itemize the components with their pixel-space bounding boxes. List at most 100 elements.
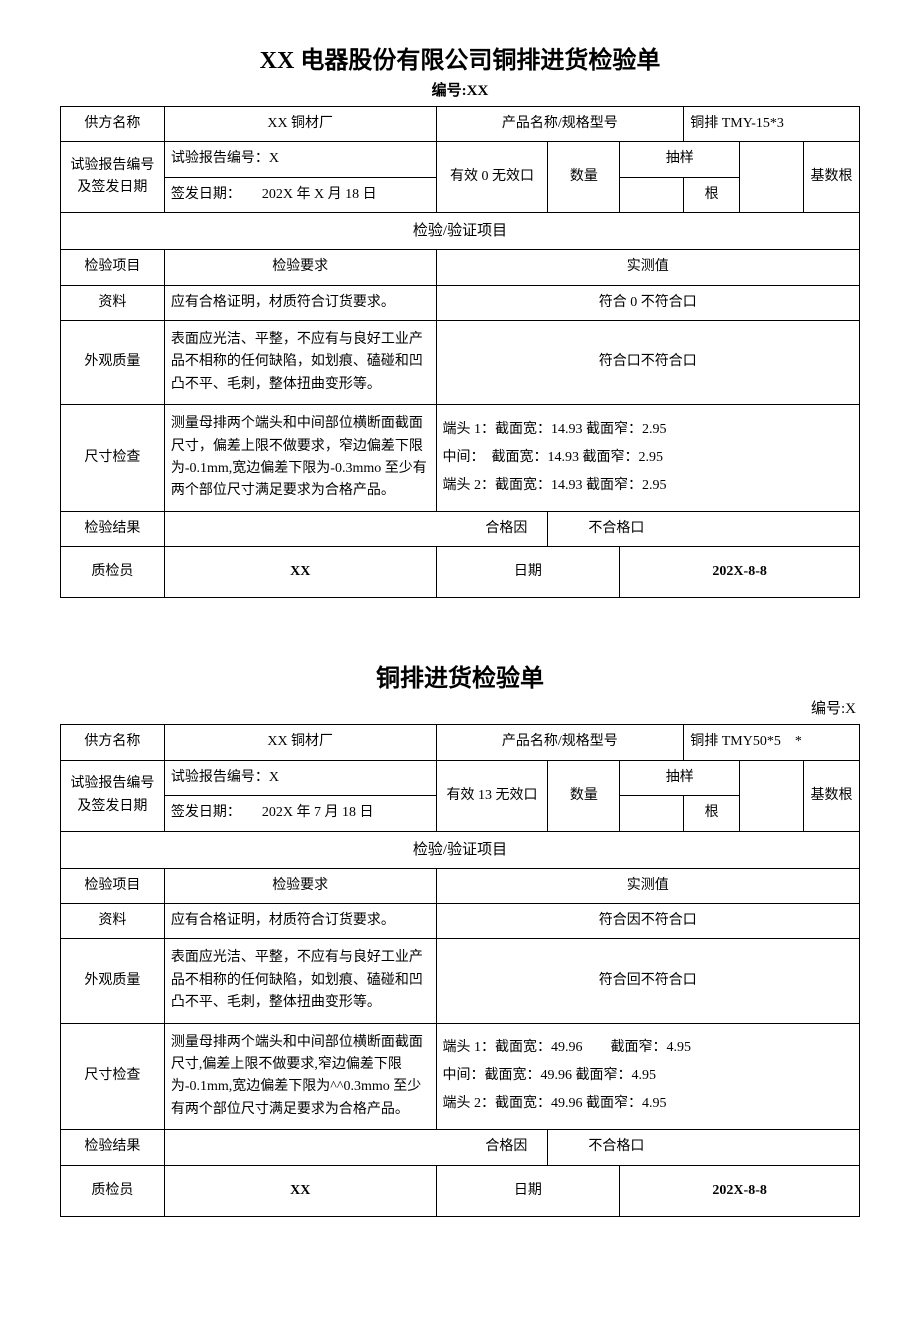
appearance-req: 表面应光洁、平整，不应有与良好工业产品不相称的任何缺陷，如划痕、磕碰和凹凸不平、…	[164, 939, 436, 1023]
dim-m2: 中间： 截面宽：14.93 截面窄：2.95	[443, 444, 853, 472]
section-header: 检验/验证项目	[61, 213, 860, 250]
table-row: 质检员 XX 日期 202X-8-8	[61, 547, 860, 598]
supplier-value: XX 铜材厂	[164, 725, 436, 760]
result-pass: 合格因	[164, 1130, 548, 1165]
form1-table: 供方名称 XX 铜材厂 产品名称/规格型号 铜排 TMY-15*3 试验报告编号…	[60, 106, 860, 598]
dimension-item: 尺寸检查	[61, 1023, 165, 1130]
supplier-label: 供方名称	[61, 107, 165, 142]
dimension-measurements: 端头 1：截面宽：14.93 截面窄：2.95 中间： 截面宽：14.93 截面…	[436, 405, 859, 512]
table-row: 检验项目 检验要求 实测值	[61, 250, 860, 285]
appearance-result: 符合回不符合口	[436, 939, 859, 1023]
docs-item: 资料	[61, 904, 165, 939]
supplier-value: XX 铜材厂	[164, 107, 436, 142]
report-number: 试验报告编号：X	[164, 142, 436, 177]
dim-m3: 端头 2：截面宽：14.93 截面窄：2.95	[443, 472, 853, 500]
report-label: 试验报告编号及签发日期	[61, 760, 165, 831]
supplier-label: 供方名称	[61, 725, 165, 760]
product-value: 铜排 TMY-15*3	[684, 107, 860, 142]
table-row: 检验结果 合格因 不合格口	[61, 1130, 860, 1165]
table-row: 检验/验证项目	[61, 213, 860, 250]
inspector-label: 质检员	[61, 547, 165, 598]
result-pass: 合格因	[164, 511, 548, 546]
inspector-value: XX	[164, 547, 436, 598]
qty-label: 数量	[548, 760, 620, 831]
dim-m1: 端头 1：截面宽：14.93 截面窄：2.95	[443, 416, 853, 444]
table-row: 外观质量 表面应光洁、平整，不应有与良好工业产品不相称的任何缺陷，如划痕、磕碰和…	[61, 939, 860, 1023]
date-label: 日期	[436, 547, 620, 598]
date-label: 日期	[436, 1165, 620, 1216]
product-label: 产品名称/规格型号	[436, 725, 684, 760]
section-header: 检验/验证项目	[61, 831, 860, 868]
table-row: 检验结果 合格因 不合格口	[61, 511, 860, 546]
sample-blank	[740, 142, 804, 213]
table-row: 试验报告编号及签发日期 试验报告编号：X 有效 13 无效口 数量 抽样 基数根	[61, 760, 860, 795]
appearance-req: 表面应光洁、平整，不应有与良好工业产品不相称的任何缺陷，如划痕、磕碰和凹凸不平、…	[164, 320, 436, 404]
table-row: 质检员 XX 日期 202X-8-8	[61, 1165, 860, 1216]
table-row: 外观质量 表面应光洁、平整，不应有与良好工业产品不相称的任何缺陷，如划痕、磕碰和…	[61, 320, 860, 404]
report-label: 试验报告编号及签发日期	[61, 142, 165, 213]
report-number: 试验报告编号：X	[164, 760, 436, 795]
form2-doc-number: 编号:X	[60, 697, 860, 718]
table-row: 尺寸检查 测量母排两个端头和中间部位横断面截面尺寸，偏差上限不做要求，窄边偏差下…	[61, 405, 860, 512]
sample-unit: 根	[684, 177, 740, 212]
table-row: 供方名称 XX 铜材厂 产品名称/规格型号 铜排 TMY-15*3	[61, 107, 860, 142]
docs-req: 应有合格证明，材质符合订货要求。	[164, 904, 436, 939]
inspection-form-1: XX 电器股份有限公司铜排进货检验单 编号:XX 供方名称 XX 铜材厂 产品名…	[60, 40, 860, 598]
qty-label: 数量	[548, 142, 620, 213]
col-measured: 实测值	[436, 868, 859, 903]
col-item: 检验项目	[61, 868, 165, 903]
result-label: 检验结果	[61, 1130, 165, 1165]
form2-table: 供方名称 XX 铜材厂 产品名称/规格型号 铜排 TMY50*5 * 试验报告编…	[60, 724, 860, 1216]
result-fail: 不合格口	[548, 1130, 860, 1165]
form1-doc-number: 编号:XX	[60, 79, 860, 100]
sample-blank	[740, 760, 804, 831]
docs-result: 符合因不符合口	[436, 904, 859, 939]
table-row: 资料 应有合格证明，材质符合订货要求。 符合因不符合口	[61, 904, 860, 939]
col-req: 检验要求	[164, 868, 436, 903]
docs-item: 资料	[61, 285, 165, 320]
dim-m3: 端头 2：截面宽：49.96 截面窄：4.95	[443, 1090, 853, 1118]
inspector-label: 质检员	[61, 1165, 165, 1216]
appearance-item: 外观质量	[61, 320, 165, 404]
docs-req: 应有合格证明，材质符合订货要求。	[164, 285, 436, 320]
col-measured: 实测值	[436, 250, 859, 285]
product-label: 产品名称/规格型号	[436, 107, 684, 142]
table-row: 检验项目 检验要求 实测值	[61, 868, 860, 903]
form2-title: 铜排进货检验单	[60, 658, 860, 693]
issue-date: 签发日期： 202X 年 X 月 18 日	[164, 177, 436, 212]
col-item: 检验项目	[61, 250, 165, 285]
dimension-item: 尺寸检查	[61, 405, 165, 512]
col-req: 检验要求	[164, 250, 436, 285]
sample-unit: 根	[684, 796, 740, 831]
base-unit: 基数根	[804, 760, 860, 831]
result-fail: 不合格口	[548, 511, 860, 546]
inspector-value: XX	[164, 1165, 436, 1216]
product-value: 铜排 TMY50*5 *	[684, 725, 860, 760]
valid-cell: 有效 0 无效口	[436, 142, 548, 213]
issue-date: 签发日期： 202X 年 7 月 18 日	[164, 796, 436, 831]
appearance-result: 符合口不符合口	[436, 320, 859, 404]
table-row: 检验/验证项目	[61, 831, 860, 868]
base-unit: 基数根	[804, 142, 860, 213]
table-row: 尺寸检查 测量母排两个端头和中间部位横断面截面尺寸,偏差上限不做要求,窄边偏差下…	[61, 1023, 860, 1130]
docs-result: 符合 0 不符合口	[436, 285, 859, 320]
table-row: 试验报告编号及签发日期 试验报告编号：X 有效 0 无效口 数量 抽样 基数根	[61, 142, 860, 177]
valid-cell: 有效 13 无效口	[436, 760, 548, 831]
date-value: 202X-8-8	[620, 1165, 860, 1216]
dimension-req: 测量母排两个端头和中间部位横断面截面尺寸，偏差上限不做要求，窄边偏差下限为-0.…	[164, 405, 436, 512]
date-value: 202X-8-8	[620, 547, 860, 598]
result-label: 检验结果	[61, 511, 165, 546]
sample-blank2	[620, 796, 684, 831]
form1-title: XX 电器股份有限公司铜排进货检验单	[60, 40, 860, 75]
sample-blank2	[620, 177, 684, 212]
table-row: 供方名称 XX 铜材厂 产品名称/规格型号 铜排 TMY50*5 *	[61, 725, 860, 760]
dim-m2: 中间：截面宽：49.96 截面窄：4.95	[443, 1062, 853, 1090]
sample-label: 抽样	[620, 142, 740, 177]
dim-m1: 端头 1：截面宽：49.96 截面窄：4.95	[443, 1034, 853, 1062]
dimension-req: 测量母排两个端头和中间部位横断面截面尺寸,偏差上限不做要求,窄边偏差下限为-0.…	[164, 1023, 436, 1130]
inspection-form-2: 铜排进货检验单 编号:X 供方名称 XX 铜材厂 产品名称/规格型号 铜排 TM…	[60, 658, 860, 1216]
table-row: 资料 应有合格证明，材质符合订货要求。 符合 0 不符合口	[61, 285, 860, 320]
dimension-measurements: 端头 1：截面宽：49.96 截面窄：4.95 中间：截面宽：49.96 截面窄…	[436, 1023, 859, 1130]
appearance-item: 外观质量	[61, 939, 165, 1023]
sample-label: 抽样	[620, 760, 740, 795]
